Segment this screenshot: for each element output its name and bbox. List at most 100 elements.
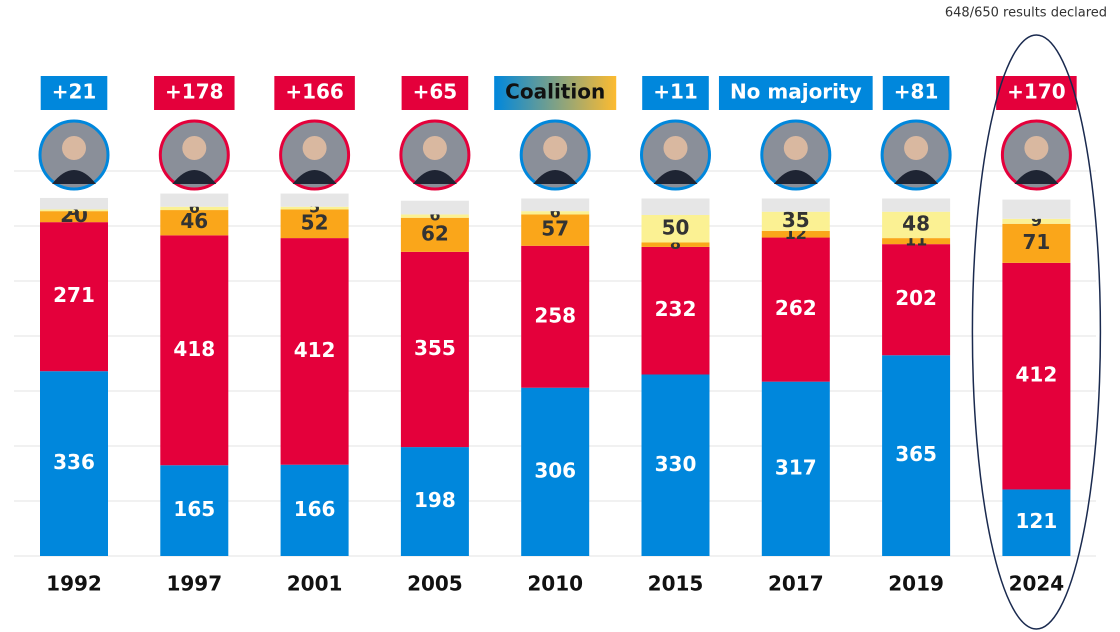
badge-text: +178 [165,80,224,104]
bar-segment [521,245,590,388]
note: 648/650 results declared [945,6,1107,21]
badge-text: +166 [285,80,344,104]
portrait-body [172,170,217,184]
badge-text: No majority [730,80,862,104]
bar-segment [1002,262,1071,490]
bar-segment [40,197,108,210]
bar-segment [882,244,951,356]
badge-text: +81 [894,80,939,104]
bar-segment [521,211,590,215]
bar-segment [160,210,229,236]
bar-segment [280,193,349,207]
badge-text: +65 [413,80,458,104]
x-tick-label: 2015 [648,572,704,596]
bar-segment [882,198,951,212]
bar-segment [40,371,108,556]
value-label: 306 [534,458,576,482]
value-label: 46 [180,209,208,233]
value-label: 57 [541,217,569,241]
bar-segment [280,238,349,465]
value-label: 6 [550,202,561,221]
bar-segment [761,211,830,231]
bar-segment [160,206,229,211]
value-label: 8 [670,234,681,253]
value-label: 121 [1016,509,1058,533]
portrait-body [412,170,457,184]
value-label: 258 [534,303,576,327]
bar-segment [280,464,349,556]
badge [274,76,355,110]
portrait-body [52,170,96,184]
value-label: 6 [429,206,440,225]
bar-segment [761,381,830,556]
x-tick-label: 2010 [527,572,583,596]
value-label: 52 [301,210,329,234]
x-tick-label: 2024 [1009,572,1065,596]
value-label: 365 [895,442,937,466]
value-label: 412 [1016,363,1058,387]
x-tick-label: 2019 [888,572,944,596]
value-label: 262 [775,296,817,320]
value-label: 165 [173,497,215,521]
bar-segment [1002,218,1071,224]
bar-segment [641,242,710,247]
bar-segment [400,214,469,218]
badge [40,76,108,110]
badge [642,76,709,110]
portrait-face [422,136,447,160]
value-label: 48 [902,211,930,235]
x-tick-label: 2017 [768,572,824,596]
bar-segment [521,214,590,246]
portrait-body [1014,170,1059,184]
bar-segment [40,222,108,372]
bar-segment [1002,489,1071,556]
value-label: 232 [655,297,697,321]
badge-text: +21 [52,80,97,104]
bar-segment [400,447,469,556]
badge-text: Coalition [505,80,605,104]
bar-segment [521,387,590,556]
bar-segment [160,235,229,466]
bar-segment [882,211,951,239]
value-label: 71 [1022,230,1050,254]
value-label: 355 [414,336,456,360]
bar-segment [1002,223,1071,263]
badge [154,76,235,110]
value-label: 336 [53,450,95,474]
value-label: 330 [655,452,697,476]
value-label: 166 [294,497,336,521]
highlight [971,34,1102,630]
bar-segment [280,209,349,239]
badge [494,76,617,110]
value-label: 271 [53,283,95,307]
badge-text: +170 [1007,80,1066,104]
portrait-face [904,136,929,160]
portrait-face [1024,136,1049,160]
bar-segment [280,206,349,210]
bar-segment [400,217,469,252]
portrait-body [533,170,578,184]
portrait-body [773,170,818,184]
bar-segment [40,209,108,212]
badge [882,76,950,110]
bar-segment [160,465,229,556]
value-label: 198 [414,488,456,512]
portrait-body [653,170,698,184]
portrait-face [783,136,808,160]
portrait-face [663,136,688,160]
bar-segment [160,193,229,207]
bar-segment [761,237,830,382]
bar-segment [1002,199,1071,219]
value-label: 35 [782,208,810,232]
value-label: 6 [189,198,200,217]
value-label: 50 [662,215,690,239]
portrait-face [62,136,86,160]
bar-segment [641,198,710,215]
portrait-face [182,136,207,160]
portrait-face [543,136,568,160]
bar-segment [400,200,469,215]
value-label: 317 [775,455,817,479]
badge [401,76,469,110]
value-label: 412 [294,338,336,362]
